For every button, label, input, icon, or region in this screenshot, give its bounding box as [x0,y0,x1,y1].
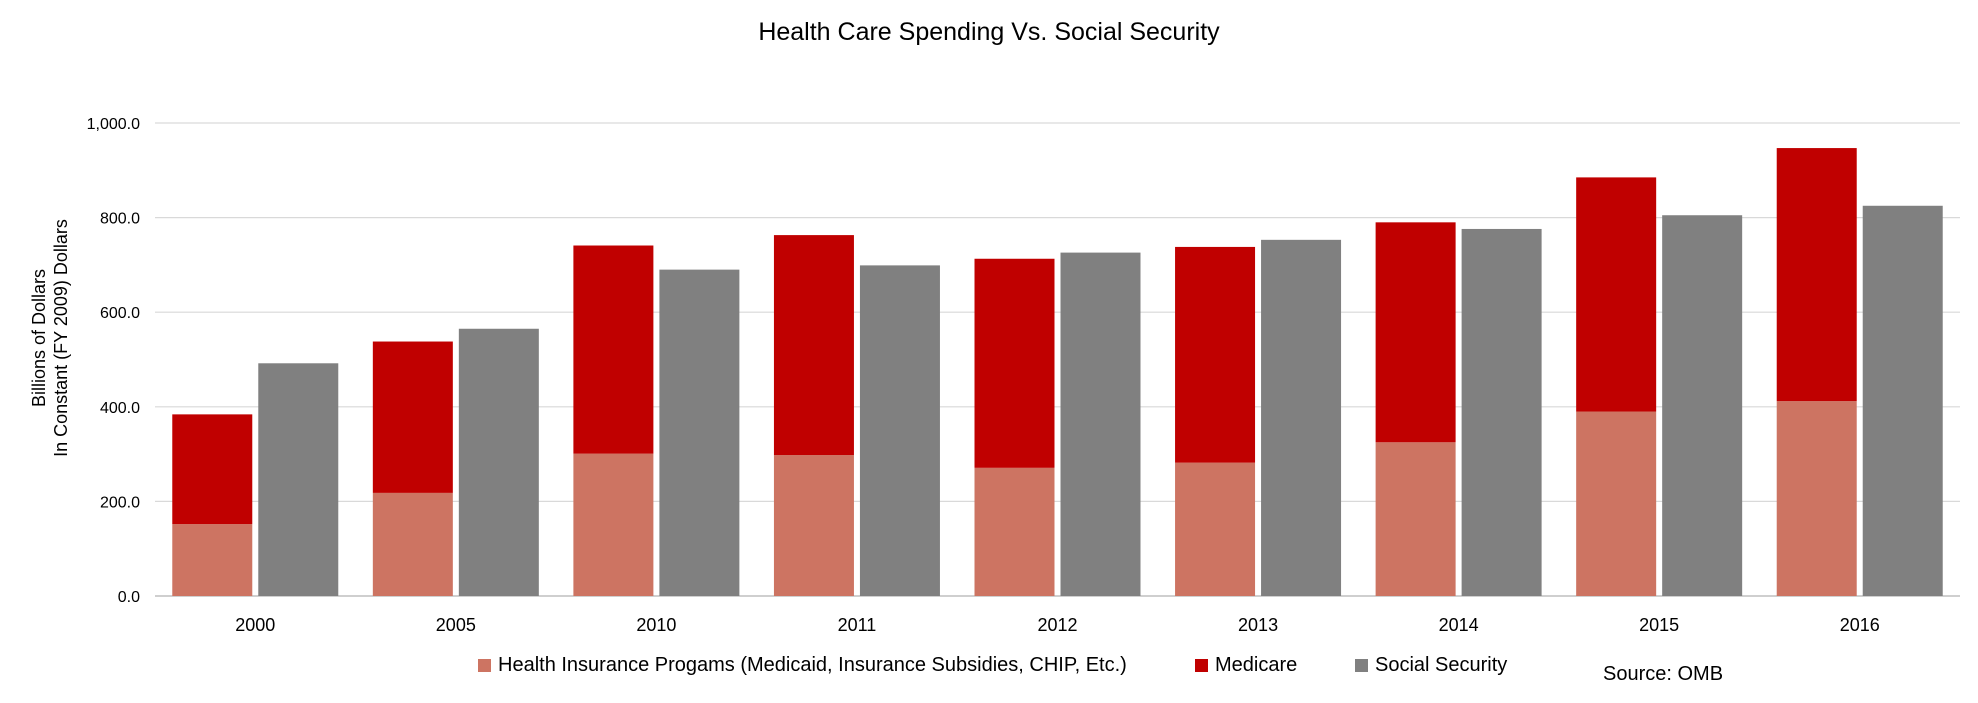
y-tick-label: 600.0 [100,305,140,322]
x-tick-label: 2012 [1037,615,1077,635]
bar-social-2005 [458,328,539,596]
legend-item-social-security: Social Security [1355,654,1507,677]
y-tick-label: 800.0 [100,211,140,228]
gridlines [155,122,1960,597]
legend-swatch-medicare [1195,659,1208,672]
y-tick-label: 0.0 [118,589,140,606]
bar-health-2012 [974,467,1055,596]
legend-label-health-insurance: Health Insurance Progams (Medicaid, Insu… [498,654,1127,676]
y-axis-ticks: 0.0 200.0 400.0 600.0 800.0 1,000.0 [87,116,140,606]
bar-medicare-2011 [773,235,854,456]
bar-health-2010 [573,453,654,596]
x-tick-label: 2011 [838,615,877,635]
bar-health-2005 [372,492,453,596]
y-axis-label: Billions of Dollars In Constant (FY 2009… [29,219,71,457]
x-tick-label: 2005 [436,615,476,635]
bar-health-2015 [1576,411,1657,596]
y-tick-label: 400.0 [100,400,140,417]
x-tick-label: 2015 [1639,615,1679,635]
bar-social-2011 [859,265,940,596]
legend-item-health-insurance: Health Insurance Progams (Medicaid, Insu… [478,654,1127,677]
x-tick-label: 2010 [636,615,676,635]
source-note: Source: OMB [1603,663,1724,685]
bar-social-2000 [258,363,339,596]
y-tick-label: 1,000.0 [87,116,140,133]
bar-health-2014 [1375,442,1456,596]
bar-medicare-2000 [172,414,253,525]
bar-social-2010 [659,269,740,596]
chart-title: Health Care Spending Vs. Social Security [758,18,1220,46]
bar-social-2012 [1060,252,1141,597]
bar-medicare-2012 [974,258,1055,468]
bar-medicare-2010 [573,245,654,454]
bar-social-2013 [1261,239,1342,596]
legend-swatch-health-insurance [478,659,491,672]
bar-health-2011 [773,455,854,596]
legend-label-social-security: Social Security [1375,654,1508,676]
legend-item-medicare: Medicare [1195,654,1297,677]
legend-swatch-social-security [1355,659,1368,672]
bar-social-2015 [1662,215,1743,597]
y-tick-label: 200.0 [100,494,140,511]
x-tick-label: 2013 [1238,615,1278,635]
x-axis-ticks: 2000 2005 2010 2011 2012 2013 2014 2015 2016 [235,615,1879,635]
x-tick-label: 2014 [1439,615,1479,635]
legend-label-medicare: Medicare [1215,654,1298,676]
bar-social-2016 [1862,205,1943,596]
x-tick-label: 2016 [1840,615,1880,635]
bar-social-2014 [1461,228,1542,596]
legend: Health Insurance Progams (Medicaid, Insu… [0,654,1978,684]
bar-health-2013 [1175,462,1256,596]
bars [172,148,1943,597]
y-axis-label-line1: Billions of Dollars [29,269,49,407]
bar-medicare-2005 [372,341,453,493]
bar-health-2016 [1776,401,1857,596]
bar-health-2000 [172,524,253,596]
bar-medicare-2015 [1576,177,1657,412]
bar-medicare-2016 [1776,148,1857,402]
x-tick-label: 2000 [235,615,275,635]
bar-medicare-2013 [1175,246,1256,463]
y-axis-label-line2: In Constant (FY 2009) Dollars [51,219,71,457]
bar-medicare-2014 [1375,222,1456,443]
